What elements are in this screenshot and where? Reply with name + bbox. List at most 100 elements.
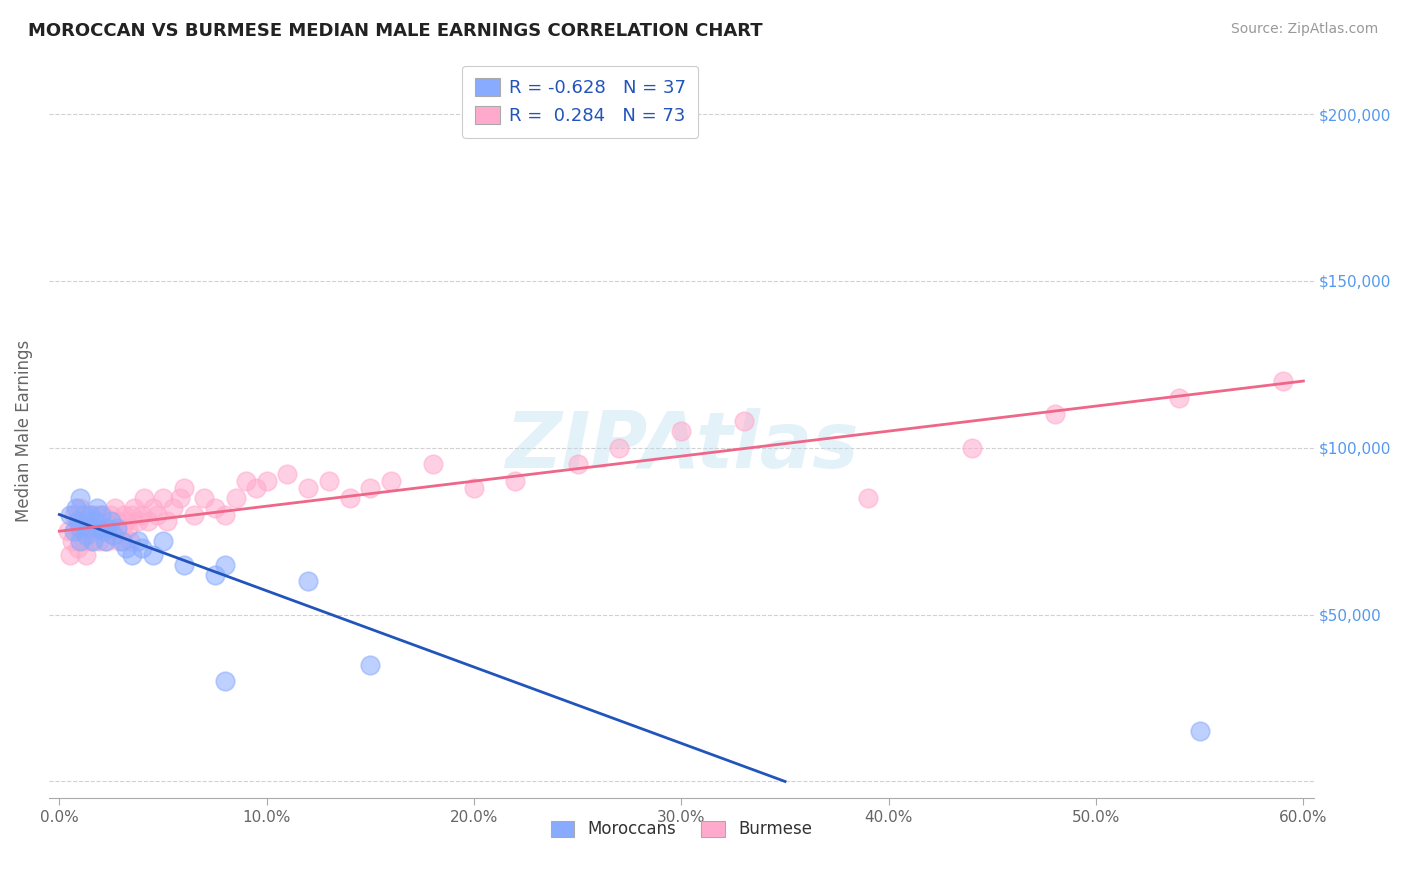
Point — [104, 500, 127, 515]
Point — [65, 500, 87, 515]
Point — [94, 534, 117, 549]
Point — [73, 508, 96, 522]
Point — [75, 508, 97, 522]
Point — [117, 521, 139, 535]
Point — [69, 500, 91, 515]
Point — [63, 524, 86, 539]
Point — [90, 521, 112, 535]
Point — [183, 508, 205, 522]
Point — [77, 524, 100, 539]
Point — [204, 500, 226, 515]
Point — [245, 481, 267, 495]
Point — [225, 491, 247, 505]
Point — [73, 534, 96, 549]
Point — [59, 508, 82, 522]
Point — [75, 527, 97, 541]
Text: ZIPAtlas: ZIPAtlas — [505, 408, 858, 483]
Point — [127, 514, 149, 528]
Point — [96, 521, 118, 535]
Point — [87, 521, 110, 535]
Point — [103, 527, 125, 541]
Point — [422, 458, 444, 472]
Point — [118, 534, 141, 549]
Point — [1043, 408, 1066, 422]
Point — [75, 548, 97, 562]
Point — [214, 558, 236, 572]
Point — [276, 467, 298, 482]
Point — [105, 514, 128, 528]
Point — [114, 514, 136, 528]
Point — [607, 441, 630, 455]
Point — [138, 514, 160, 528]
Point — [204, 567, 226, 582]
Point — [297, 574, 319, 589]
Point — [59, 548, 82, 562]
Point — [235, 474, 257, 488]
Point — [86, 514, 108, 528]
Point — [146, 508, 169, 522]
Point — [91, 524, 114, 539]
Point — [131, 508, 153, 522]
Point — [108, 534, 131, 549]
Point — [103, 521, 125, 535]
Point — [152, 491, 174, 505]
Point — [567, 458, 589, 472]
Point — [134, 491, 156, 505]
Point — [66, 514, 89, 528]
Point — [671, 424, 693, 438]
Point — [505, 474, 527, 488]
Point — [960, 441, 983, 455]
Point — [152, 534, 174, 549]
Point — [142, 548, 165, 562]
Text: MOROCCAN VS BURMESE MEDIAN MALE EARNINGS CORRELATION CHART: MOROCCAN VS BURMESE MEDIAN MALE EARNINGS… — [28, 22, 762, 40]
Point — [77, 514, 100, 528]
Point — [66, 541, 89, 555]
Point — [110, 534, 132, 549]
Point — [1271, 374, 1294, 388]
Text: Source: ZipAtlas.com: Source: ZipAtlas.com — [1230, 22, 1378, 37]
Point — [79, 508, 101, 522]
Point — [83, 508, 105, 522]
Point — [339, 491, 361, 505]
Point — [105, 521, 128, 535]
Point — [214, 508, 236, 522]
Point — [100, 508, 122, 522]
Point — [297, 481, 319, 495]
Point — [56, 524, 79, 539]
Point — [112, 508, 135, 522]
Point — [122, 500, 145, 515]
Point — [83, 514, 105, 528]
Point — [79, 508, 101, 522]
Point — [60, 534, 83, 549]
Point — [69, 514, 91, 528]
Y-axis label: Median Male Earnings: Median Male Earnings — [15, 340, 32, 522]
Point — [193, 491, 215, 505]
Point — [69, 491, 91, 505]
Point — [114, 541, 136, 555]
Point — [110, 524, 132, 539]
Point — [318, 474, 340, 488]
Point — [733, 414, 755, 428]
Point — [87, 534, 110, 549]
Point — [79, 521, 101, 535]
Point — [79, 534, 101, 549]
Point — [69, 521, 91, 535]
Point — [98, 514, 121, 528]
Point — [173, 481, 195, 495]
Point — [214, 674, 236, 689]
Point — [156, 514, 179, 528]
Point — [380, 474, 402, 488]
Point — [169, 491, 191, 505]
Point — [463, 481, 485, 495]
Point — [94, 524, 117, 539]
Point — [127, 534, 149, 549]
Point — [121, 508, 143, 522]
Point — [69, 534, 91, 549]
Point — [86, 500, 108, 515]
Point — [173, 558, 195, 572]
Point — [82, 534, 104, 549]
Point — [256, 474, 278, 488]
Legend: Moroccans, Burmese: Moroccans, Burmese — [544, 814, 818, 845]
Point — [100, 514, 122, 528]
Point — [65, 521, 87, 535]
